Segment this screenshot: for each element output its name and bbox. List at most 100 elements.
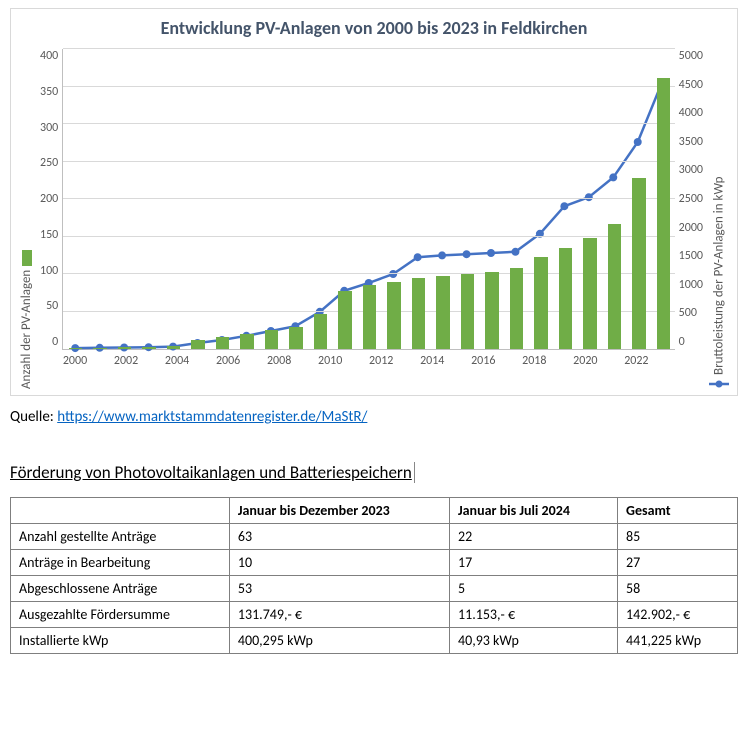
y-axis-right-label: Bruttoleistung der PV-Anlagen in kWp <box>707 49 731 389</box>
x-tick-label: 2016 <box>471 354 497 368</box>
source-line: Quelle: https://www.marktstammdatenregis… <box>10 408 738 426</box>
bar <box>142 347 155 349</box>
legend-bar-swatch <box>23 250 33 266</box>
plot-area <box>62 49 674 350</box>
bar <box>191 340 204 349</box>
table-header-cell <box>11 498 230 524</box>
y-right-tick: 3000 <box>679 163 703 177</box>
y-right-tick: 3500 <box>679 135 703 149</box>
x-tick-label: 2018 <box>522 354 548 368</box>
x-tick-label <box>88 354 114 368</box>
y-right-tick: 500 <box>679 306 703 320</box>
bar <box>510 268 523 349</box>
grid-line <box>63 236 674 237</box>
grid-line <box>63 161 674 162</box>
line-marker <box>414 253 422 261</box>
chart-body: Anzahl der PV-Anlagen 400350300250200150… <box>17 49 731 389</box>
table-header-row: Januar bis Dezember 2023Januar bis Juli … <box>11 498 738 524</box>
y-left-tick: 50 <box>40 299 58 313</box>
chart-container: Entwicklung PV-Anlagen von 2000 bis 2023… <box>10 8 738 396</box>
bar <box>559 248 572 349</box>
bar <box>118 347 131 349</box>
bar <box>167 346 180 349</box>
line-marker <box>438 251 446 259</box>
x-tick-label <box>649 354 675 368</box>
line-marker <box>561 202 569 210</box>
bar <box>314 314 327 349</box>
y-right-tick: 2500 <box>679 192 703 206</box>
funding-table: Januar bis Dezember 2023Januar bis Juli … <box>10 497 738 654</box>
table-row: Ausgezahlte Fördersumme131.749,- €11.153… <box>11 602 738 628</box>
chart-title: Entwicklung PV-Anlagen von 2000 bis 2023… <box>17 17 731 39</box>
bar <box>583 238 596 349</box>
line-marker <box>389 270 397 278</box>
y-left-tick: 150 <box>40 228 58 242</box>
bar <box>461 274 474 349</box>
table-row: Anzahl gestellte Anträge632285 <box>11 524 738 550</box>
table-cell: 22 <box>450 524 618 550</box>
table-cell: 58 <box>618 576 738 602</box>
x-tick-label <box>445 354 471 368</box>
table-cell: Anzahl gestellte Anträge <box>11 524 230 550</box>
line-marker <box>463 250 471 258</box>
bar <box>632 178 645 349</box>
table-cell: 11.153,- € <box>450 602 618 628</box>
y-right-tick: 5000 <box>679 49 703 63</box>
y-left-tick: 200 <box>40 192 58 206</box>
x-tick-label: 2010 <box>317 354 343 368</box>
y-right-tick: 1000 <box>679 278 703 292</box>
table-cell: 131.749,- € <box>229 602 449 628</box>
x-tick-label: 2006 <box>215 354 241 368</box>
table-row: Anträge in Bearbeitung101727 <box>11 550 738 576</box>
y-axis-left-label: Anzahl der PV-Anlagen <box>17 49 36 389</box>
y-right-tick: 0 <box>679 335 703 349</box>
bar <box>69 348 82 350</box>
line-marker <box>536 230 544 238</box>
x-tick-label <box>547 354 573 368</box>
x-tick-label <box>241 354 267 368</box>
x-tick-label: 2008 <box>266 354 292 368</box>
table-cell: Anträge in Bearbeitung <box>11 550 230 576</box>
bar <box>289 327 302 350</box>
source-prefix: Quelle: <box>10 408 57 426</box>
table-cell: 17 <box>450 550 618 576</box>
bar <box>216 337 229 349</box>
x-tick-label: 2020 <box>573 354 599 368</box>
x-axis-labels: 2000200220042006200820102012201420162018… <box>62 350 674 368</box>
x-tick-label <box>598 354 624 368</box>
table-cell: Installierte kWp <box>11 628 230 654</box>
y-left-tick: 300 <box>40 121 58 135</box>
y-left-ticks: 400350300250200150100500 <box>36 49 62 349</box>
y-left-tick: 250 <box>40 156 58 170</box>
bar <box>265 330 278 349</box>
table-cell: 53 <box>229 576 449 602</box>
y-right-tick: 1500 <box>679 249 703 263</box>
bar <box>338 291 351 350</box>
line-marker <box>512 248 520 256</box>
source-link[interactable]: https://www.marktstammdatenregister.de/M… <box>57 408 367 426</box>
x-tick-label: 2012 <box>368 354 394 368</box>
table-cell: Ausgezahlte Fördersumme <box>11 602 230 628</box>
y-left-tick: 100 <box>40 264 58 278</box>
line-marker <box>487 249 495 257</box>
table-cell: 40,93 kWp <box>450 628 618 654</box>
table-body: Anzahl gestellte Anträge632285Anträge in… <box>11 524 738 654</box>
table-cell: Abgeschlossene Anträge <box>11 576 230 602</box>
bar <box>412 278 425 349</box>
y-right-tick: 4000 <box>679 106 703 120</box>
bar <box>387 282 400 350</box>
table-cell: 10 <box>229 550 449 576</box>
bar <box>657 78 670 350</box>
y-left-tick: 400 <box>40 49 58 63</box>
y-right-ticks: 5000450040003500300025002000150010005000 <box>675 49 707 349</box>
x-tick-label: 2000 <box>62 354 88 368</box>
table-cell: 5 <box>450 576 618 602</box>
y-right-tick: 2000 <box>679 221 703 235</box>
grid-line <box>63 86 674 87</box>
x-tick-label: 2002 <box>113 354 139 368</box>
grid-line <box>63 48 674 49</box>
line-marker <box>634 138 642 146</box>
x-tick-label: 2022 <box>624 354 650 368</box>
bar <box>363 285 376 349</box>
x-tick-label: 2004 <box>164 354 190 368</box>
